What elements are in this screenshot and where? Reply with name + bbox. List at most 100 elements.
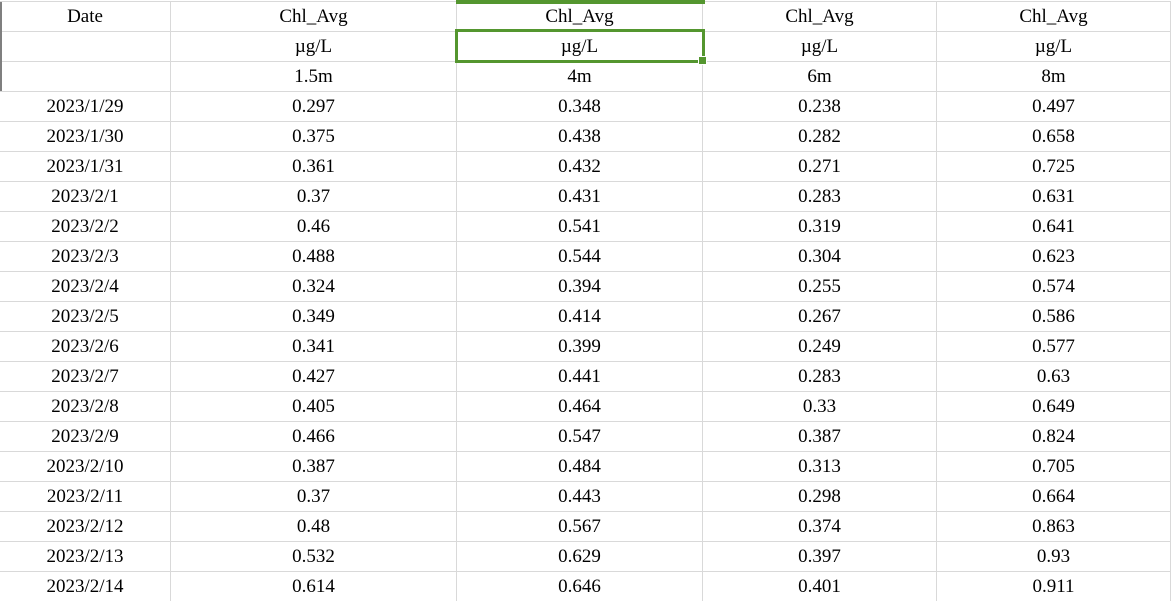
value-cell[interactable]: 0.414 (457, 302, 703, 332)
depth-cell[interactable]: 8m (937, 62, 1171, 92)
value-cell[interactable]: 0.488 (171, 242, 457, 272)
value-cell[interactable]: 0.348 (457, 92, 703, 122)
value-cell[interactable]: 0.341 (171, 332, 457, 362)
date-cell[interactable]: 2023/2/6 (0, 332, 171, 362)
value-cell[interactable]: 0.497 (937, 92, 1171, 122)
value-cell[interactable]: 0.282 (703, 122, 937, 152)
depth-cell[interactable]: 4m (457, 62, 703, 92)
date-cell[interactable]: 2023/1/30 (0, 122, 171, 152)
unit-cell[interactable]: µg/L (937, 32, 1171, 62)
value-cell[interactable]: 0.271 (703, 152, 937, 182)
value-cell[interactable]: 0.431 (457, 182, 703, 212)
value-cell[interactable]: 0.46 (171, 212, 457, 242)
date-cell[interactable]: 2023/2/10 (0, 452, 171, 482)
value-cell[interactable]: 0.532 (171, 542, 457, 572)
value-cell[interactable]: 0.298 (703, 482, 937, 512)
unit-cell[interactable]: µg/L (171, 32, 457, 62)
value-cell[interactable]: 0.438 (457, 122, 703, 152)
value-cell[interactable]: 0.427 (171, 362, 457, 392)
value-cell[interactable]: 0.544 (457, 242, 703, 272)
value-cell[interactable]: 0.37 (171, 182, 457, 212)
value-cell[interactable]: 0.387 (703, 422, 937, 452)
value-cell[interactable]: 0.911 (937, 572, 1171, 601)
value-cell[interactable]: 0.93 (937, 542, 1171, 572)
date-cell[interactable]: 2023/2/9 (0, 422, 171, 452)
value-cell[interactable]: 0.863 (937, 512, 1171, 542)
value-cell[interactable]: 0.319 (703, 212, 937, 242)
value-cell[interactable]: 0.441 (457, 362, 703, 392)
column-header-cell[interactable]: Date (0, 2, 171, 32)
value-cell[interactable]: 0.37 (171, 482, 457, 512)
value-cell[interactable]: 0.361 (171, 152, 457, 182)
value-cell[interactable]: 0.641 (937, 212, 1171, 242)
column-header-cell[interactable]: Chl_Avg (937, 2, 1171, 32)
value-cell[interactable]: 0.394 (457, 272, 703, 302)
date-cell[interactable]: 2023/1/29 (0, 92, 171, 122)
value-cell[interactable]: 0.405 (171, 392, 457, 422)
value-cell[interactable]: 0.664 (937, 482, 1171, 512)
value-cell[interactable]: 0.824 (937, 422, 1171, 452)
value-cell[interactable]: 0.249 (703, 332, 937, 362)
depth-cell[interactable]: 1.5m (171, 62, 457, 92)
unit-cell[interactable] (0, 32, 171, 62)
value-cell[interactable]: 0.484 (457, 452, 703, 482)
value-cell[interactable]: 0.629 (457, 542, 703, 572)
column-header-cell[interactable]: Chl_Avg (457, 2, 703, 32)
value-cell[interactable]: 0.399 (457, 332, 703, 362)
value-cell[interactable]: 0.297 (171, 92, 457, 122)
value-cell[interactable]: 0.387 (171, 452, 457, 482)
depth-cell[interactable] (0, 62, 171, 92)
value-cell[interactable]: 0.255 (703, 272, 937, 302)
value-cell[interactable]: 0.33 (703, 392, 937, 422)
value-cell[interactable]: 0.705 (937, 452, 1171, 482)
date-cell[interactable]: 2023/2/1 (0, 182, 171, 212)
value-cell[interactable]: 0.397 (703, 542, 937, 572)
fill-handle[interactable] (698, 56, 707, 65)
value-cell[interactable]: 0.567 (457, 512, 703, 542)
value-cell[interactable]: 0.63 (937, 362, 1171, 392)
value-cell[interactable]: 0.283 (703, 182, 937, 212)
value-cell[interactable]: 0.267 (703, 302, 937, 332)
date-cell[interactable]: 2023/2/4 (0, 272, 171, 302)
date-cell[interactable]: 2023/2/14 (0, 572, 171, 601)
date-cell[interactable]: 2023/1/31 (0, 152, 171, 182)
value-cell[interactable]: 0.349 (171, 302, 457, 332)
value-cell[interactable]: 0.631 (937, 182, 1171, 212)
date-cell[interactable]: 2023/2/13 (0, 542, 171, 572)
value-cell[interactable]: 0.547 (457, 422, 703, 452)
value-cell[interactable]: 0.283 (703, 362, 937, 392)
value-cell[interactable]: 0.238 (703, 92, 937, 122)
unit-cell[interactable]: µg/L (703, 32, 937, 62)
value-cell[interactable]: 0.313 (703, 452, 937, 482)
value-cell[interactable]: 0.586 (937, 302, 1171, 332)
value-cell[interactable]: 0.432 (457, 152, 703, 182)
date-cell[interactable]: 2023/2/7 (0, 362, 171, 392)
date-cell[interactable]: 2023/2/8 (0, 392, 171, 422)
value-cell[interactable]: 0.574 (937, 272, 1171, 302)
date-cell[interactable]: 2023/2/5 (0, 302, 171, 332)
value-cell[interactable]: 0.658 (937, 122, 1171, 152)
value-cell[interactable]: 0.649 (937, 392, 1171, 422)
date-cell[interactable]: 2023/2/12 (0, 512, 171, 542)
value-cell[interactable]: 0.646 (457, 572, 703, 601)
value-cell[interactable]: 0.443 (457, 482, 703, 512)
date-cell[interactable]: 2023/2/11 (0, 482, 171, 512)
value-cell[interactable]: 0.48 (171, 512, 457, 542)
date-cell[interactable]: 2023/2/2 (0, 212, 171, 242)
value-cell[interactable]: 0.324 (171, 272, 457, 302)
value-cell[interactable]: 0.614 (171, 572, 457, 601)
date-cell[interactable]: 2023/2/3 (0, 242, 171, 272)
value-cell[interactable]: 0.466 (171, 422, 457, 452)
value-cell[interactable]: 0.464 (457, 392, 703, 422)
value-cell[interactable]: 0.374 (703, 512, 937, 542)
column-header-cell[interactable]: Chl_Avg (171, 2, 457, 32)
value-cell[interactable]: 0.401 (703, 572, 937, 601)
value-cell[interactable]: 0.304 (703, 242, 937, 272)
value-cell[interactable]: 0.623 (937, 242, 1171, 272)
depth-cell[interactable]: 6m (703, 62, 937, 92)
value-cell[interactable]: 0.375 (171, 122, 457, 152)
column-header-cell[interactable]: Chl_Avg (703, 2, 937, 32)
value-cell[interactable]: 0.541 (457, 212, 703, 242)
selected-cell[interactable]: µg/L (457, 32, 703, 62)
value-cell[interactable]: 0.725 (937, 152, 1171, 182)
